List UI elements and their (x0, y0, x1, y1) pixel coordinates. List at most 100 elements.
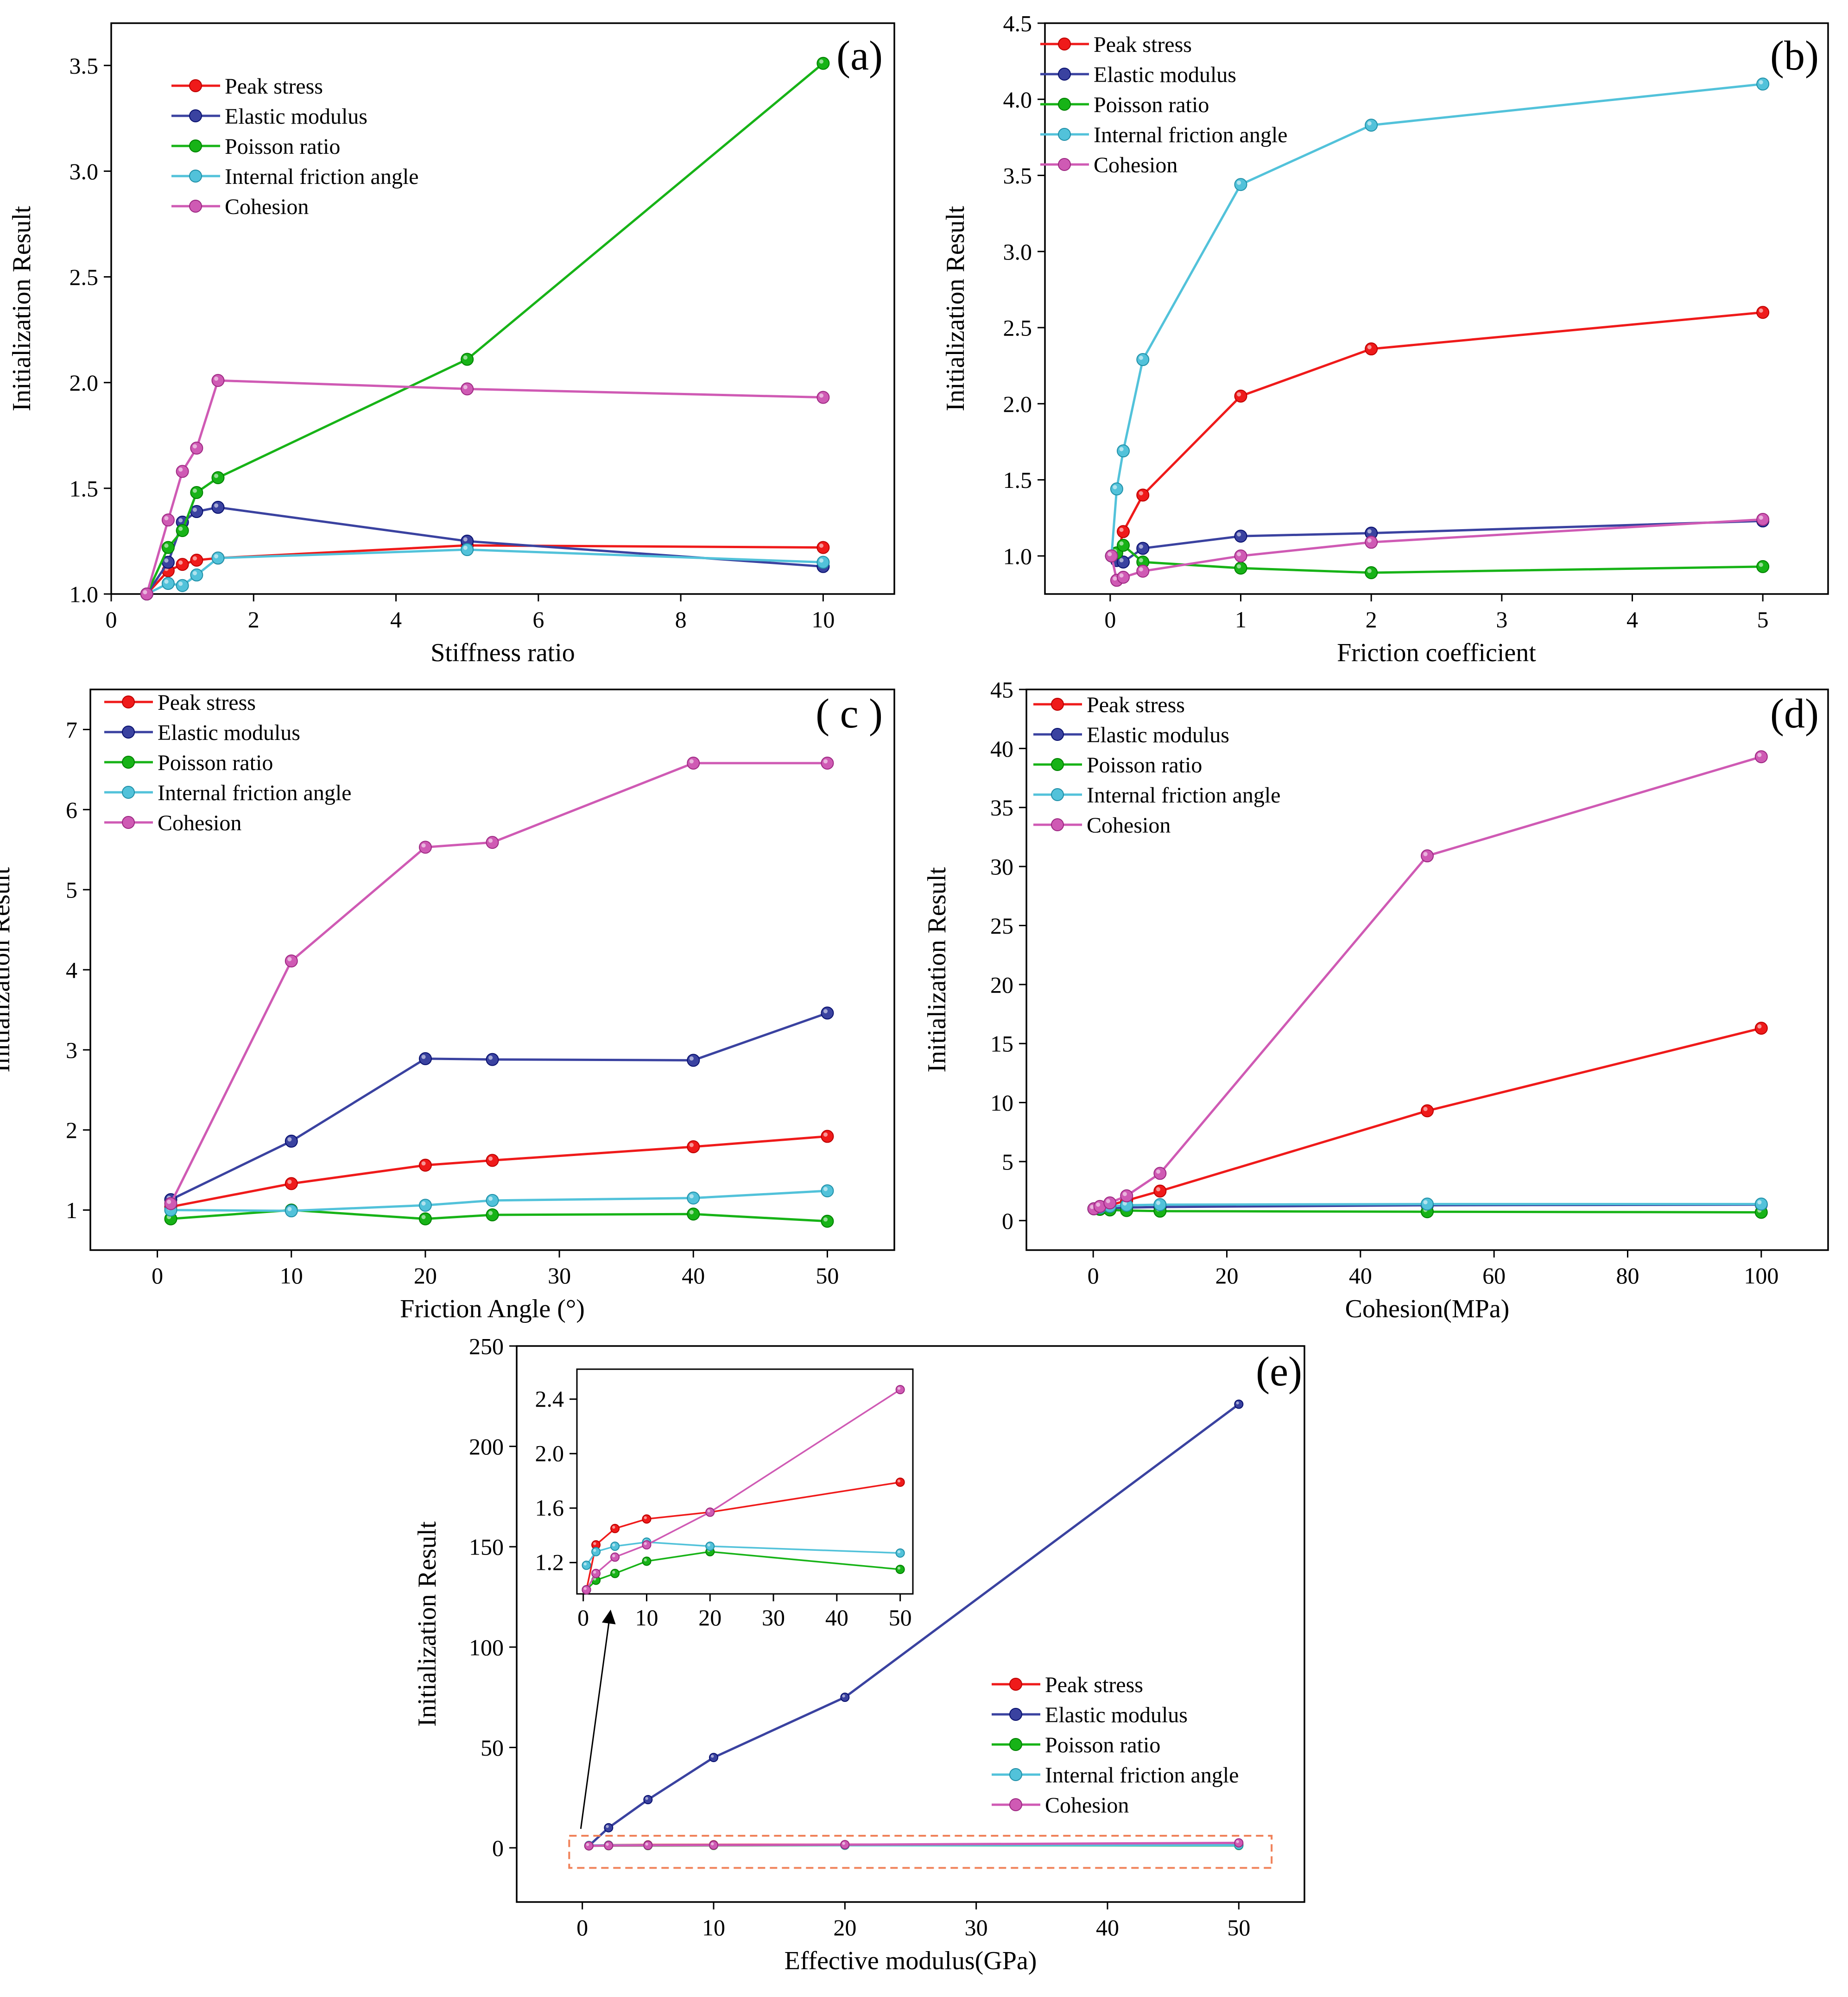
point-highlight (1367, 121, 1372, 126)
data-point (1754, 1022, 1768, 1035)
point-highlight (164, 516, 169, 520)
point-highlight (287, 957, 292, 961)
data-point (687, 1054, 700, 1067)
point-highlight (823, 1132, 828, 1137)
x-tick-label: 40 (825, 1605, 848, 1630)
y-axis-label: Initialization Result (923, 867, 951, 1073)
y-tick-label: 1.5 (70, 475, 99, 501)
data-point (821, 1130, 834, 1143)
data-point (687, 1207, 700, 1221)
y-tick-label: 2.5 (70, 264, 99, 290)
point-highlight (488, 1196, 493, 1201)
plot-frame (576, 1368, 914, 1595)
y-tick-label: 6 (66, 797, 77, 823)
legend-item: Poisson ratio (171, 134, 340, 159)
data-point (1421, 1104, 1434, 1118)
x-tick-label: 10 (811, 607, 835, 632)
data-point (643, 1840, 653, 1850)
point-highlight (143, 590, 147, 594)
x-tick-label: 20 (833, 1915, 856, 1940)
legend-swatch-marker (1009, 1678, 1022, 1691)
legend-swatch-marker (1051, 758, 1064, 771)
point-highlight (593, 1549, 596, 1552)
legend-b: Peak stress Elastic modulus Poisson ratio I… (1040, 32, 1287, 177)
x-tick-label: 2 (1366, 607, 1377, 632)
x-tick-label: 0 (576, 1915, 588, 1940)
legend-label: Cohesion (1087, 813, 1171, 838)
legend-item: Cohesion (104, 811, 241, 835)
data-point (604, 1841, 614, 1851)
point-highlight (1757, 1024, 1762, 1029)
data-point (285, 954, 298, 967)
data-point (285, 1177, 298, 1190)
legend-item: Elastic modulus (1033, 723, 1229, 747)
x-tick-label: 20 (414, 1263, 437, 1289)
x-tick-label: 10 (635, 1605, 658, 1630)
point-highlight (214, 503, 219, 508)
point-highlight (1759, 562, 1763, 567)
data-point (840, 1840, 850, 1850)
series-line (171, 1189, 828, 1212)
point-highlight (287, 1207, 292, 1211)
data-point (1234, 1838, 1244, 1848)
point-highlight (1759, 515, 1763, 520)
data-point (486, 1208, 499, 1221)
point-highlight (1156, 1187, 1160, 1192)
point-highlight (1090, 1205, 1095, 1209)
legend-item: Cohesion (171, 195, 309, 219)
point-highlight (842, 1694, 845, 1698)
data-point (1365, 566, 1378, 580)
point-highlight (1106, 1199, 1110, 1203)
legend-label: Poisson ratio (225, 134, 340, 159)
series-internal-friction-angle (582, 1537, 905, 1570)
data-point (821, 1006, 834, 1020)
point-highlight (178, 518, 183, 523)
y-tick-label: 35 (990, 795, 1013, 821)
data-point (1234, 530, 1247, 543)
data-point (211, 500, 225, 514)
data-point (1365, 119, 1378, 132)
y-tick-label: 1.2 (535, 1549, 564, 1575)
x-tick-label: 0 (152, 1263, 163, 1289)
point-highlight (421, 843, 426, 848)
series-cohesion (1105, 513, 1770, 587)
panel-e-inset: 0 10 20 30 40 50 1.2 1.6 2.0 2.4 (535, 1368, 914, 1630)
series-line (146, 548, 823, 595)
data-point (591, 1547, 601, 1556)
legend-swatch-marker (1051, 818, 1064, 831)
point-highlight (214, 554, 219, 559)
x-axis-label: Cohesion(MPa) (1345, 1295, 1510, 1323)
series-line (1094, 1027, 1762, 1210)
series-elastic-modulus (164, 1006, 834, 1207)
point-highlight (612, 1543, 615, 1547)
point-highlight (1237, 392, 1241, 397)
x-tick-label: 0 (1104, 607, 1116, 632)
data-point (705, 1507, 715, 1517)
legend-item: Poisson ratio (1033, 753, 1202, 777)
legend-swatch-marker (1058, 38, 1071, 51)
inset-arrow (580, 1610, 616, 1829)
point-highlight (192, 444, 197, 449)
x-tick-label: 50 (1227, 1915, 1250, 1940)
data-point (1117, 570, 1130, 584)
legend-label: Poisson ratio (158, 751, 273, 775)
point-highlight (593, 1542, 596, 1545)
data-point (687, 1140, 700, 1154)
legend-swatch-marker (122, 695, 135, 708)
data-point (418, 841, 432, 854)
legend-item: Elastic modulus (104, 720, 300, 745)
point-highlight (1139, 491, 1143, 496)
legend-swatch-marker (189, 109, 202, 122)
y-tick-label: 3.0 (70, 158, 99, 184)
data-point (1234, 389, 1247, 403)
y-tick-label: 3 (66, 1037, 77, 1063)
data-point (1421, 1197, 1434, 1211)
x-tick-label: 1 (1235, 607, 1247, 632)
point-highlight (689, 759, 694, 764)
legend-item: Elastic modulus (171, 104, 367, 129)
point-highlight (1156, 1169, 1160, 1174)
series-cohesion (1087, 750, 1768, 1215)
series-peak-stress (140, 539, 830, 600)
data-point (176, 465, 189, 478)
